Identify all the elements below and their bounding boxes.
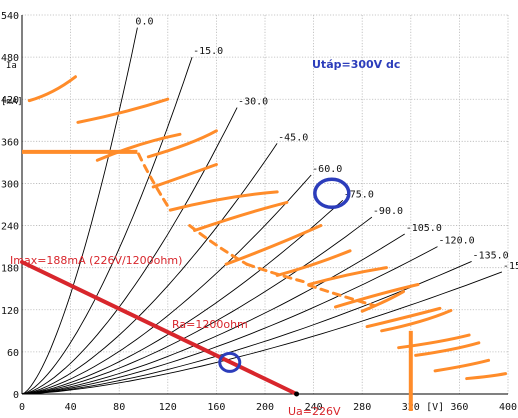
x-tick-label: 160 xyxy=(207,402,225,413)
orange-curve-stroke xyxy=(95,132,182,162)
x-tick-label: 80 xyxy=(113,402,125,413)
curve-label: 0.0 xyxy=(135,17,153,28)
orange-curve-stroke xyxy=(333,283,420,309)
y-tick-label: 480 xyxy=(1,53,19,64)
curve-label: -150.0 xyxy=(503,261,518,272)
anode-curve xyxy=(21,216,373,395)
imax-note: Imax=188mA (226V/1200ohm) xyxy=(10,254,182,267)
load-line xyxy=(20,260,299,396)
x-tick-label: 200 xyxy=(256,402,274,413)
orange-dashed-stroke xyxy=(245,262,306,284)
anode-curves: 0.0 -15.0 -30.0 -45.0 -60.0 -75.0 -90.0-105.0 -… xyxy=(21,17,518,395)
curve-label: -90.0 xyxy=(373,206,403,217)
orange-curve-stroke xyxy=(224,224,323,266)
anode-curve xyxy=(21,199,344,395)
orange-curve-stroke xyxy=(465,372,508,381)
x-tick-label: 0 xyxy=(19,402,25,413)
x-tick-label: 120 xyxy=(159,402,177,413)
x-tick-label: 400 xyxy=(499,402,517,413)
y-axis-unit: [mA] xyxy=(1,97,23,107)
anode-curve xyxy=(21,233,405,395)
curve-label: -45.0 xyxy=(278,132,308,143)
y-axis-label: Ia xyxy=(6,61,17,71)
anode-curve xyxy=(21,271,503,395)
y-tick-label: 0 xyxy=(13,390,19,401)
orange-curve-stroke xyxy=(275,249,352,277)
y-tick-label: 60 xyxy=(7,348,19,359)
orange-curve-stroke xyxy=(27,75,77,103)
anode-curve xyxy=(21,260,472,395)
curve-label: -120.0 xyxy=(439,236,475,247)
orange-curve-stroke xyxy=(433,358,491,373)
orange-curve-stroke xyxy=(397,333,471,350)
anode-voltage-note: Ua=226V xyxy=(288,405,341,418)
curve-label: -135.0 xyxy=(473,250,509,261)
curve-label: -30.0 xyxy=(238,97,268,108)
y-tick-label: 180 xyxy=(1,264,19,275)
highlight-ring-curve-label xyxy=(313,177,351,210)
orange-curve-stroke xyxy=(365,306,442,329)
y-tick-label: 360 xyxy=(1,137,19,148)
load-resistance-note: Ra=1200ohm xyxy=(172,318,248,331)
orange-curve-stroke xyxy=(146,129,218,159)
curve-label: -75.0 xyxy=(344,189,374,200)
orange-curve-stroke xyxy=(193,200,289,232)
x-tick-label: [V] xyxy=(426,402,444,413)
y-tick-label: 540 xyxy=(1,11,19,22)
y-tick-label: 240 xyxy=(1,222,19,233)
y-tick-label: 300 xyxy=(1,179,19,190)
orange-curve-stroke xyxy=(360,290,406,313)
orange-curve-stroke xyxy=(414,341,481,357)
orange-curve-stroke xyxy=(307,266,388,287)
load-line-end-dot xyxy=(294,391,300,397)
orange-dashed-stroke xyxy=(137,152,172,212)
anode-curve xyxy=(21,27,138,395)
supply-voltage-note: Utáp=300V dc xyxy=(312,58,400,71)
orange-dashed-stroke xyxy=(307,283,376,308)
anode-curve xyxy=(21,174,312,395)
overlays xyxy=(20,149,413,411)
x-tick-label: 240 xyxy=(305,402,323,413)
x-tick-label: 360 xyxy=(450,402,468,413)
anode-curve xyxy=(21,107,238,395)
orange-curve-stroke xyxy=(168,190,279,212)
operating-point-ring xyxy=(218,351,242,373)
curve-label: -105.0 xyxy=(406,223,442,234)
y-tick-labels: 60 120 180 240 300 360 420 480 540 0 xyxy=(1,11,19,401)
orange-dashed-stroke xyxy=(188,224,249,266)
orange-curve-stroke xyxy=(380,308,453,333)
orange-curve-stroke xyxy=(151,162,218,189)
curve-label: -15.0 xyxy=(193,46,223,57)
y-tick-label: 420 xyxy=(1,95,19,106)
x-tick-label: 280 xyxy=(353,402,371,413)
anode-curve xyxy=(21,246,438,395)
x-tick-label: 40 xyxy=(65,402,77,413)
orange-annotation-strokes xyxy=(27,75,508,381)
orange-curve-stroke xyxy=(76,97,170,124)
anode-curve xyxy=(21,143,278,395)
axes xyxy=(21,15,508,395)
y-tick-label: 120 xyxy=(1,306,19,317)
curve-label: -60.0 xyxy=(312,164,342,175)
